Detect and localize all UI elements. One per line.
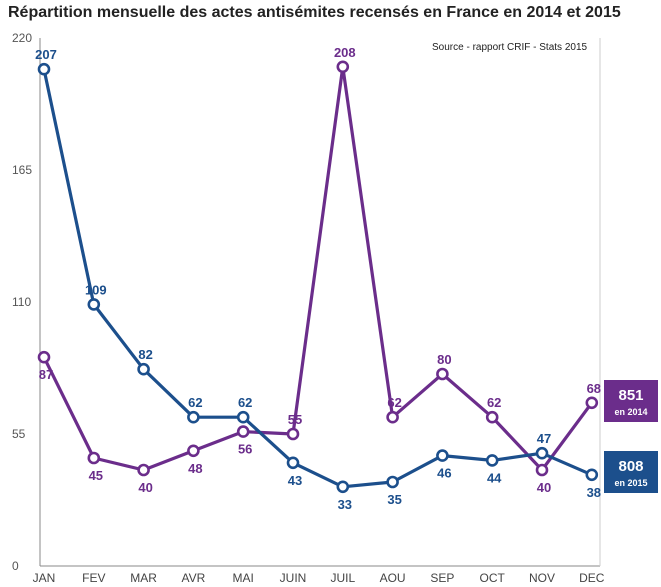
data-label-2015: 35 [387, 492, 401, 507]
data-point-2014 [87, 451, 101, 465]
data-point-2014 [236, 425, 250, 438]
data-point-2014 [286, 427, 300, 441]
data-point-2015 [187, 410, 200, 424]
data-point-2015 [485, 454, 499, 467]
chart-title: Répartition mensuelle des actes antisémi… [8, 4, 621, 21]
x-tick-label: MAR [130, 571, 157, 585]
data-label-2015: 207 [35, 47, 57, 62]
data-label-2014: 48 [188, 461, 202, 476]
data-point-2014 [485, 410, 499, 424]
data-point-2015 [386, 475, 399, 489]
data-label-2014: 40 [537, 480, 551, 495]
data-point-2014 [386, 410, 399, 424]
total-value-2015: 808 [618, 458, 643, 475]
data-point-2014 [436, 367, 449, 381]
x-tick-label: OCT [480, 571, 506, 585]
data-label-2015: 44 [487, 470, 502, 485]
data-label-2015: 62 [188, 395, 202, 410]
data-point-2015 [87, 298, 101, 311]
data-point-2014 [585, 396, 599, 410]
x-tick-label: AVR [182, 571, 206, 585]
data-label-2014: 68 [587, 381, 601, 396]
data-point-2015 [535, 446, 549, 460]
data-label-2014: 87 [39, 367, 53, 382]
data-label-2015: 33 [338, 497, 352, 512]
x-tick-label: JUIL [330, 571, 355, 585]
data-point-2014 [37, 350, 51, 364]
data-label-2015: 109 [85, 282, 107, 297]
data-label-2015: 38 [587, 485, 601, 500]
x-tick-label: FEV [82, 571, 105, 585]
data-point-2014 [187, 444, 200, 458]
total-value-2014: 851 [618, 387, 643, 404]
data-label-2014: 45 [89, 468, 103, 483]
y-tick-label: 110 [12, 295, 31, 309]
x-tick-label: AOU [380, 571, 406, 585]
data-label-2014: 62 [487, 395, 501, 410]
data-point-2015 [585, 468, 599, 482]
y-tick-label: 55 [12, 427, 26, 441]
data-point-2014 [137, 463, 150, 477]
data-label-2015: 46 [437, 466, 451, 481]
y-tick-label: 165 [12, 163, 32, 177]
series-line-2015 [42, 68, 593, 489]
data-point-2015 [236, 410, 250, 424]
series-line-2014 [42, 65, 594, 472]
data-point-2015 [286, 456, 300, 470]
data-point-2015 [436, 449, 449, 462]
data-point-2015 [336, 480, 350, 494]
x-tick-label: JUIN [280, 571, 307, 585]
data-point-2015 [137, 362, 150, 376]
y-tick-label: 220 [12, 31, 32, 45]
data-point-2014 [535, 463, 549, 477]
data-point-2015 [37, 62, 51, 76]
data-label-2015: 47 [537, 431, 551, 446]
y-tick-label: 0 [12, 559, 19, 573]
total-box-2015 [604, 451, 658, 493]
x-tick-label: DEC [579, 571, 605, 585]
data-label-2014: 208 [334, 45, 356, 60]
data-label-2015: 62 [238, 395, 252, 410]
x-tick-label: NOV [529, 571, 555, 585]
total-box-2014 [604, 380, 658, 422]
data-label-2014: 55 [288, 412, 302, 427]
data-label-2015: 43 [288, 473, 302, 488]
x-tick-label: JAN [33, 571, 56, 585]
x-tick-label: MAI [233, 571, 254, 585]
data-label-2015: 82 [138, 347, 152, 362]
data-label-2014: 40 [138, 480, 152, 495]
data-label-2014: 56 [238, 442, 252, 457]
x-tick-label: SEP [430, 571, 454, 585]
total-label-2014: en 2014 [614, 407, 647, 417]
total-label-2015: en 2015 [614, 478, 647, 488]
data-label-2014: 62 [387, 395, 401, 410]
data-point-2014 [336, 60, 350, 74]
data-label-2014: 80 [437, 352, 451, 367]
chart-source: Source - rapport CRIF - Stats 2015 [432, 42, 588, 53]
